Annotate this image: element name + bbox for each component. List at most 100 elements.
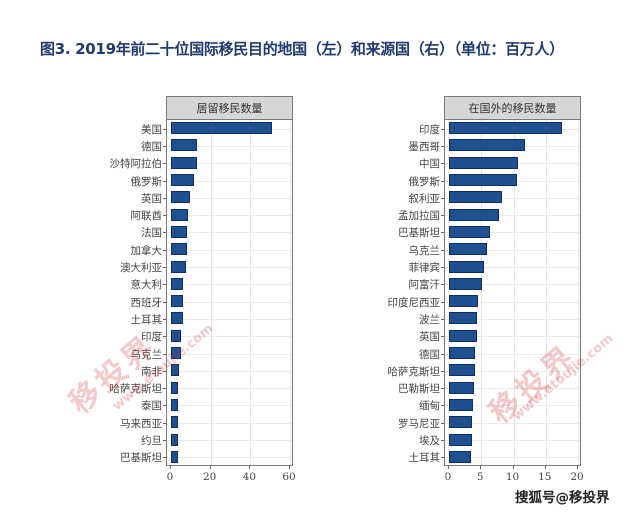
y-tick (441, 388, 444, 390)
category-label: 阿联酋 (130, 210, 163, 223)
category-label: 美国 (141, 123, 162, 136)
bar (449, 139, 526, 152)
gridline-horizontal (445, 249, 580, 251)
gridline-vertical (513, 120, 515, 465)
x-tick-label: 60 (282, 471, 296, 483)
category-label: 沙特阿拉伯 (109, 158, 163, 171)
bar (449, 122, 562, 135)
category-label: 印度 (141, 331, 162, 344)
x-tick-label: 40 (242, 471, 257, 483)
y-tick (163, 388, 166, 390)
y-tick (163, 249, 166, 251)
gridline-horizontal (167, 249, 292, 251)
y-tick (441, 197, 444, 199)
bar (449, 225, 490, 238)
gridline-horizontal (445, 336, 580, 338)
bar (449, 347, 475, 360)
x-tick-mark (249, 466, 251, 469)
category-label: 缅甸 (419, 400, 440, 413)
category-label: 俄罗斯 (408, 175, 441, 188)
gridline-horizontal (167, 284, 292, 286)
chart-origin-countries: 在国外的移民数量 (444, 96, 581, 466)
gridline-vertical (210, 120, 212, 465)
gridline-vertical (545, 120, 547, 465)
gridline-horizontal (167, 232, 292, 234)
category-label: 阿富汗 (408, 279, 441, 292)
panel-header-left: 居留移民数量 (166, 96, 293, 120)
gridline-horizontal (445, 318, 580, 320)
category-label: 土耳其 (408, 452, 441, 465)
bar (171, 381, 179, 394)
gridline-horizontal (167, 180, 292, 182)
x-tick-mark (544, 466, 546, 469)
y-tick (441, 163, 444, 165)
gridline-horizontal (445, 267, 580, 269)
bar (449, 329, 478, 342)
category-label: 英国 (419, 331, 440, 344)
y-tick (163, 284, 166, 286)
x-tick-mark (289, 466, 290, 469)
bar (171, 398, 179, 411)
y-tick (163, 318, 166, 320)
bar (171, 122, 272, 135)
gridline-horizontal (445, 440, 580, 442)
category-label: 德国 (419, 348, 440, 361)
bar (449, 277, 482, 290)
bar (171, 450, 178, 463)
x-tick-mark (448, 466, 449, 469)
category-label: 澳大利亚 (120, 262, 162, 275)
category-label: 印度尼西亚 (387, 296, 441, 309)
bar (171, 225, 188, 238)
bar (449, 260, 484, 273)
bar (449, 191, 502, 204)
bar (449, 381, 475, 394)
y-tick (163, 180, 166, 182)
gridline-vertical (250, 120, 252, 465)
category-label: 法国 (141, 227, 162, 240)
category-label: 哈萨克斯坦 (387, 365, 441, 378)
bar (171, 174, 194, 187)
gridline-horizontal (445, 422, 580, 424)
gridline-horizontal (445, 197, 580, 199)
y-tick (163, 405, 166, 407)
y-tick (441, 353, 444, 355)
y-tick (163, 128, 166, 130)
category-label: 埃及 (419, 435, 440, 448)
gridline-horizontal (167, 370, 292, 372)
x-tick-label: 20 (202, 471, 217, 483)
x-tick-label: 5 (476, 471, 484, 483)
bar (171, 312, 183, 325)
gridline-horizontal (445, 284, 580, 286)
bar (171, 277, 184, 290)
y-tick (163, 301, 166, 303)
gridline-horizontal (167, 405, 292, 407)
bar (171, 329, 182, 342)
bar (449, 312, 478, 325)
y-tick (441, 267, 444, 269)
gridline-vertical (290, 120, 291, 465)
category-label: 德国 (141, 140, 162, 153)
plot-area-left (166, 120, 293, 466)
y-tick (163, 440, 166, 442)
category-label: 俄罗斯 (130, 175, 163, 188)
bar (171, 347, 181, 360)
gridline-horizontal (167, 318, 292, 320)
y-tick (163, 145, 166, 147)
category-label: 意大利 (130, 279, 163, 292)
bar (171, 191, 191, 204)
bar (171, 260, 186, 273)
gridline-horizontal (167, 163, 292, 165)
gridline-horizontal (445, 405, 580, 407)
y-tick (441, 457, 444, 459)
y-tick (441, 422, 444, 424)
y-tick (441, 232, 444, 234)
y-tick (163, 336, 166, 338)
bar (171, 139, 197, 152)
category-label: 加拿大 (130, 244, 163, 257)
category-label: 罗马尼亚 (398, 417, 440, 430)
x-tick-label: 0 (444, 471, 452, 483)
gridline-horizontal (445, 215, 580, 217)
gridline-horizontal (445, 457, 580, 459)
gridline-horizontal (167, 388, 292, 390)
x-tick-mark (209, 466, 211, 469)
